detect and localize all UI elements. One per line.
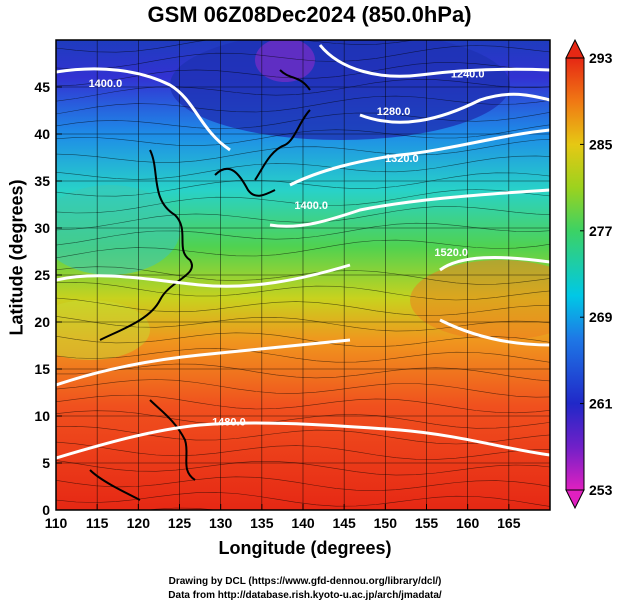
lon-tick-label: 145 bbox=[332, 515, 356, 531]
lon-tick-label: 120 bbox=[127, 515, 151, 531]
lon-tick-label: 165 bbox=[497, 515, 521, 531]
streamline bbox=[56, 348, 550, 363]
lon-ticks: 110 115 120 125 130 135 140 145 150 155 160 165 bbox=[45, 504, 521, 531]
lon-tick-label: 110 bbox=[45, 515, 68, 531]
contour-labels: 1400.0 1240.0 1280.0 1320.0 1400.0 1520.0 1480… bbox=[89, 69, 485, 429]
colorbar-tick-label: 293 bbox=[589, 50, 613, 66]
lon-tick-label: 140 bbox=[291, 515, 315, 531]
streamline bbox=[56, 266, 550, 285]
streamline bbox=[56, 281, 550, 301]
lon-tick-label: 115 bbox=[86, 515, 109, 531]
colorbar-tick-label: 253 bbox=[589, 482, 613, 498]
contour-label: 1320.0 bbox=[385, 153, 419, 165]
streamline bbox=[56, 425, 550, 445]
streamline bbox=[56, 112, 550, 130]
credit-drawing: Drawing by DCL (https://www.gfd-dennou.o… bbox=[168, 576, 442, 587]
lon-tick-label: 155 bbox=[415, 515, 439, 531]
lat-tick-label: 5 bbox=[42, 455, 50, 471]
lon-tick-label: 160 bbox=[456, 515, 480, 531]
lon-tick-label: 150 bbox=[374, 515, 398, 531]
lat-tick-label: 45 bbox=[34, 79, 50, 95]
lon-tick-label: 130 bbox=[209, 515, 233, 531]
contour-label: 1480.0 bbox=[212, 416, 246, 428]
x-axis-label: Longitude (degrees) bbox=[218, 538, 392, 558]
colorbar-bottom-arrow bbox=[565, 489, 585, 510]
lat-tick-label: 35 bbox=[34, 173, 50, 189]
streamline bbox=[56, 206, 550, 231]
contour-label: 1520.0 bbox=[434, 247, 468, 259]
lat-tick-label: 40 bbox=[34, 126, 50, 142]
streamline bbox=[56, 394, 550, 414]
page-title: GSM 06Z08Dec2024 (850.0hPa) bbox=[147, 2, 472, 27]
credit-data: Data from http://database.rish.kyoto-u.a… bbox=[168, 590, 442, 601]
temperature-field bbox=[56, 40, 550, 510]
colorbar-top-arrow bbox=[565, 38, 585, 59]
lat-ticks: 0 5 10 15 20 25 30 35 40 45 bbox=[34, 79, 62, 518]
lat-tick-label: 0 bbox=[42, 502, 50, 518]
lat-tick-label: 10 bbox=[34, 408, 50, 424]
colorbar-tick-label: 269 bbox=[589, 309, 613, 325]
streamline bbox=[56, 45, 550, 70]
streamline bbox=[56, 441, 550, 460]
contour-label: 1280.0 bbox=[377, 106, 411, 118]
streamline bbox=[56, 189, 550, 214]
streamline bbox=[56, 222, 550, 246]
streamline bbox=[56, 297, 550, 316]
lon-tick-label: 135 bbox=[250, 515, 274, 531]
streamline bbox=[56, 138, 550, 163]
colorbar-tick-label: 285 bbox=[589, 136, 613, 152]
streamline bbox=[56, 62, 550, 87]
height-contours bbox=[56, 44, 550, 460]
lat-tick-label: 25 bbox=[34, 267, 50, 283]
streamline bbox=[56, 363, 550, 382]
contour-label: 1400.0 bbox=[294, 200, 328, 212]
grid-lines bbox=[56, 40, 550, 510]
streamline bbox=[56, 172, 550, 197]
streamline bbox=[56, 124, 550, 147]
streamline bbox=[56, 78, 550, 102]
contour-label: 1240.0 bbox=[451, 69, 485, 81]
streamline bbox=[56, 379, 550, 398]
streamline bbox=[56, 239, 550, 259]
lat-tick-label: 20 bbox=[34, 314, 50, 330]
streamline bbox=[56, 476, 550, 492]
streamline bbox=[56, 155, 550, 180]
lat-tick-label: 15 bbox=[34, 361, 50, 377]
lat-tick-label: 30 bbox=[34, 220, 50, 236]
streamline bbox=[56, 332, 550, 348]
lon-tick-label: 125 bbox=[168, 515, 192, 531]
streamline bbox=[56, 316, 550, 332]
contour-label: 1400.0 bbox=[89, 78, 123, 90]
colorbar-tick-label: 277 bbox=[589, 223, 613, 239]
colorbar-body bbox=[565, 57, 585, 491]
streamline bbox=[56, 410, 550, 429]
colorbar-tick-label: 261 bbox=[589, 396, 613, 412]
colorbar: 293 285 277 269 261 253 bbox=[565, 38, 613, 510]
coastlines bbox=[89, 69, 311, 501]
streamline bbox=[56, 460, 550, 476]
